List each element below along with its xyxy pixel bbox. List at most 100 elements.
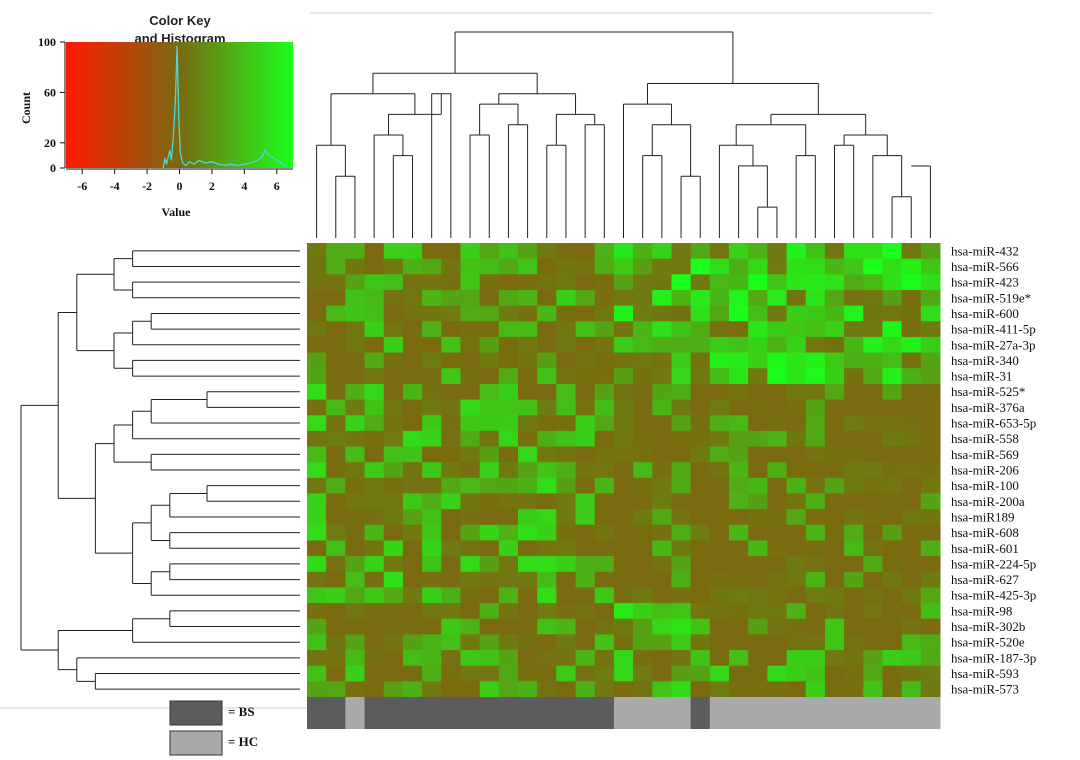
heatmap-cell [690, 243, 711, 260]
heatmap-cell [383, 681, 404, 698]
heatmap-cell [920, 352, 941, 369]
heatmap-cell [671, 587, 692, 604]
heatmap-cell [537, 477, 557, 494]
heatmap-cell [882, 650, 903, 667]
heatmap-cell [824, 556, 845, 573]
heatmap-cell [326, 336, 346, 354]
heatmap-cell [767, 681, 788, 698]
heatmap-cell [729, 681, 749, 698]
heatmap-cell [613, 603, 634, 620]
heatmap-cell [537, 352, 557, 369]
heatmap-cell [633, 509, 653, 526]
heatmap-cell [767, 462, 788, 479]
heatmap-cell [518, 681, 538, 698]
heatmap-cell [633, 305, 653, 322]
color-key: Color Key and Histogram -6 -4 -2 0 2 4 6020601… [19, 13, 293, 219]
heatmap-cell [786, 509, 807, 526]
heatmap-cell [326, 383, 346, 401]
heatmap-cell [345, 665, 366, 682]
heatmap-cell [633, 415, 653, 432]
column-group-cell [786, 697, 807, 729]
heatmap-cell [326, 650, 346, 667]
heatmap-cell [383, 243, 404, 260]
column-group-cell [518, 697, 538, 729]
heatmap-cell [479, 383, 500, 401]
heatmap-cell [556, 399, 577, 416]
heatmap-cell [441, 415, 461, 432]
column-group-cell [844, 697, 864, 729]
column-dendrogram [316, 31, 931, 238]
heatmap-cell [671, 634, 692, 651]
heatmap-cell [920, 321, 941, 338]
heatmap-cell [824, 305, 845, 322]
heatmap-cell [345, 587, 366, 604]
heatmap-cell [537, 243, 557, 260]
heatmap-cell [383, 493, 404, 510]
heatmap-cell [824, 665, 845, 682]
row-label: hsa-miR-608 [951, 525, 1019, 540]
heatmap-cell [844, 289, 864, 307]
heatmap-cell [901, 681, 922, 698]
heatmap-cell [441, 587, 461, 604]
heatmap-cell [920, 650, 941, 667]
heatmap-cell [364, 383, 385, 401]
heatmap-cell [383, 650, 404, 667]
heatmap-cell [575, 368, 596, 385]
heatmap-cell [537, 274, 557, 291]
heatmap-cell [863, 665, 883, 682]
heatmap-cell [805, 477, 826, 494]
heatmap-cell [364, 352, 385, 369]
heatmap-cell [729, 383, 749, 401]
heatmap-cell [422, 665, 442, 682]
heatmap-cell [748, 540, 768, 557]
heatmap-cell [920, 368, 941, 385]
heatmap-cell [805, 556, 826, 573]
heatmap-cell [518, 650, 538, 667]
heatmap-cell [460, 430, 481, 448]
heatmap-cell [767, 321, 788, 338]
heatmap-cell [364, 336, 385, 354]
heatmap-cell [690, 321, 711, 338]
heatmap-cell [613, 368, 634, 385]
heatmap-cell [709, 556, 730, 573]
heatmap-cell [326, 603, 346, 620]
column-group-cell [479, 697, 500, 729]
heatmap-cell [575, 336, 596, 354]
heatmap-cell [364, 665, 385, 682]
color-key-title: Color Key [149, 13, 211, 28]
heatmap-cell [422, 243, 442, 260]
heatmap-cell [383, 556, 404, 573]
heatmap-cell [613, 493, 634, 510]
heatmap-cell [556, 368, 577, 385]
heatmap-cell [498, 477, 519, 494]
heatmap-cell [575, 571, 596, 588]
heatmap-cell [518, 524, 538, 541]
heatmap-cell [422, 524, 442, 541]
heatmap-cell [824, 415, 845, 432]
heatmap-cell [518, 477, 538, 494]
heatmap-cell [402, 587, 423, 604]
heatmap-cell [402, 524, 423, 541]
heatmap-cell [767, 352, 788, 369]
heatmap-cell [882, 383, 903, 401]
heatmap-cell [613, 665, 634, 682]
heatmap-cell [920, 274, 941, 291]
heatmap-cell [863, 446, 883, 463]
heatmap-cell [882, 634, 903, 651]
heatmap-cell [767, 258, 788, 275]
heatmap-cell [920, 665, 941, 682]
heatmap-cell [633, 477, 653, 494]
heatmap-cell [441, 665, 461, 682]
heatmap-cell [613, 556, 634, 573]
heatmap-cell [518, 540, 538, 557]
heatmap-cell [498, 258, 519, 275]
color-key-x-tick-label: -4 [110, 179, 120, 193]
heatmap-cell [594, 274, 615, 291]
heatmap-cell [920, 415, 941, 432]
heatmap-cell [326, 289, 346, 307]
heatmap-cell [844, 634, 864, 651]
heatmap-cell [882, 274, 903, 291]
heatmap-cell [364, 477, 385, 494]
heatmap-cell [441, 477, 461, 494]
heatmap-cell [729, 368, 749, 385]
